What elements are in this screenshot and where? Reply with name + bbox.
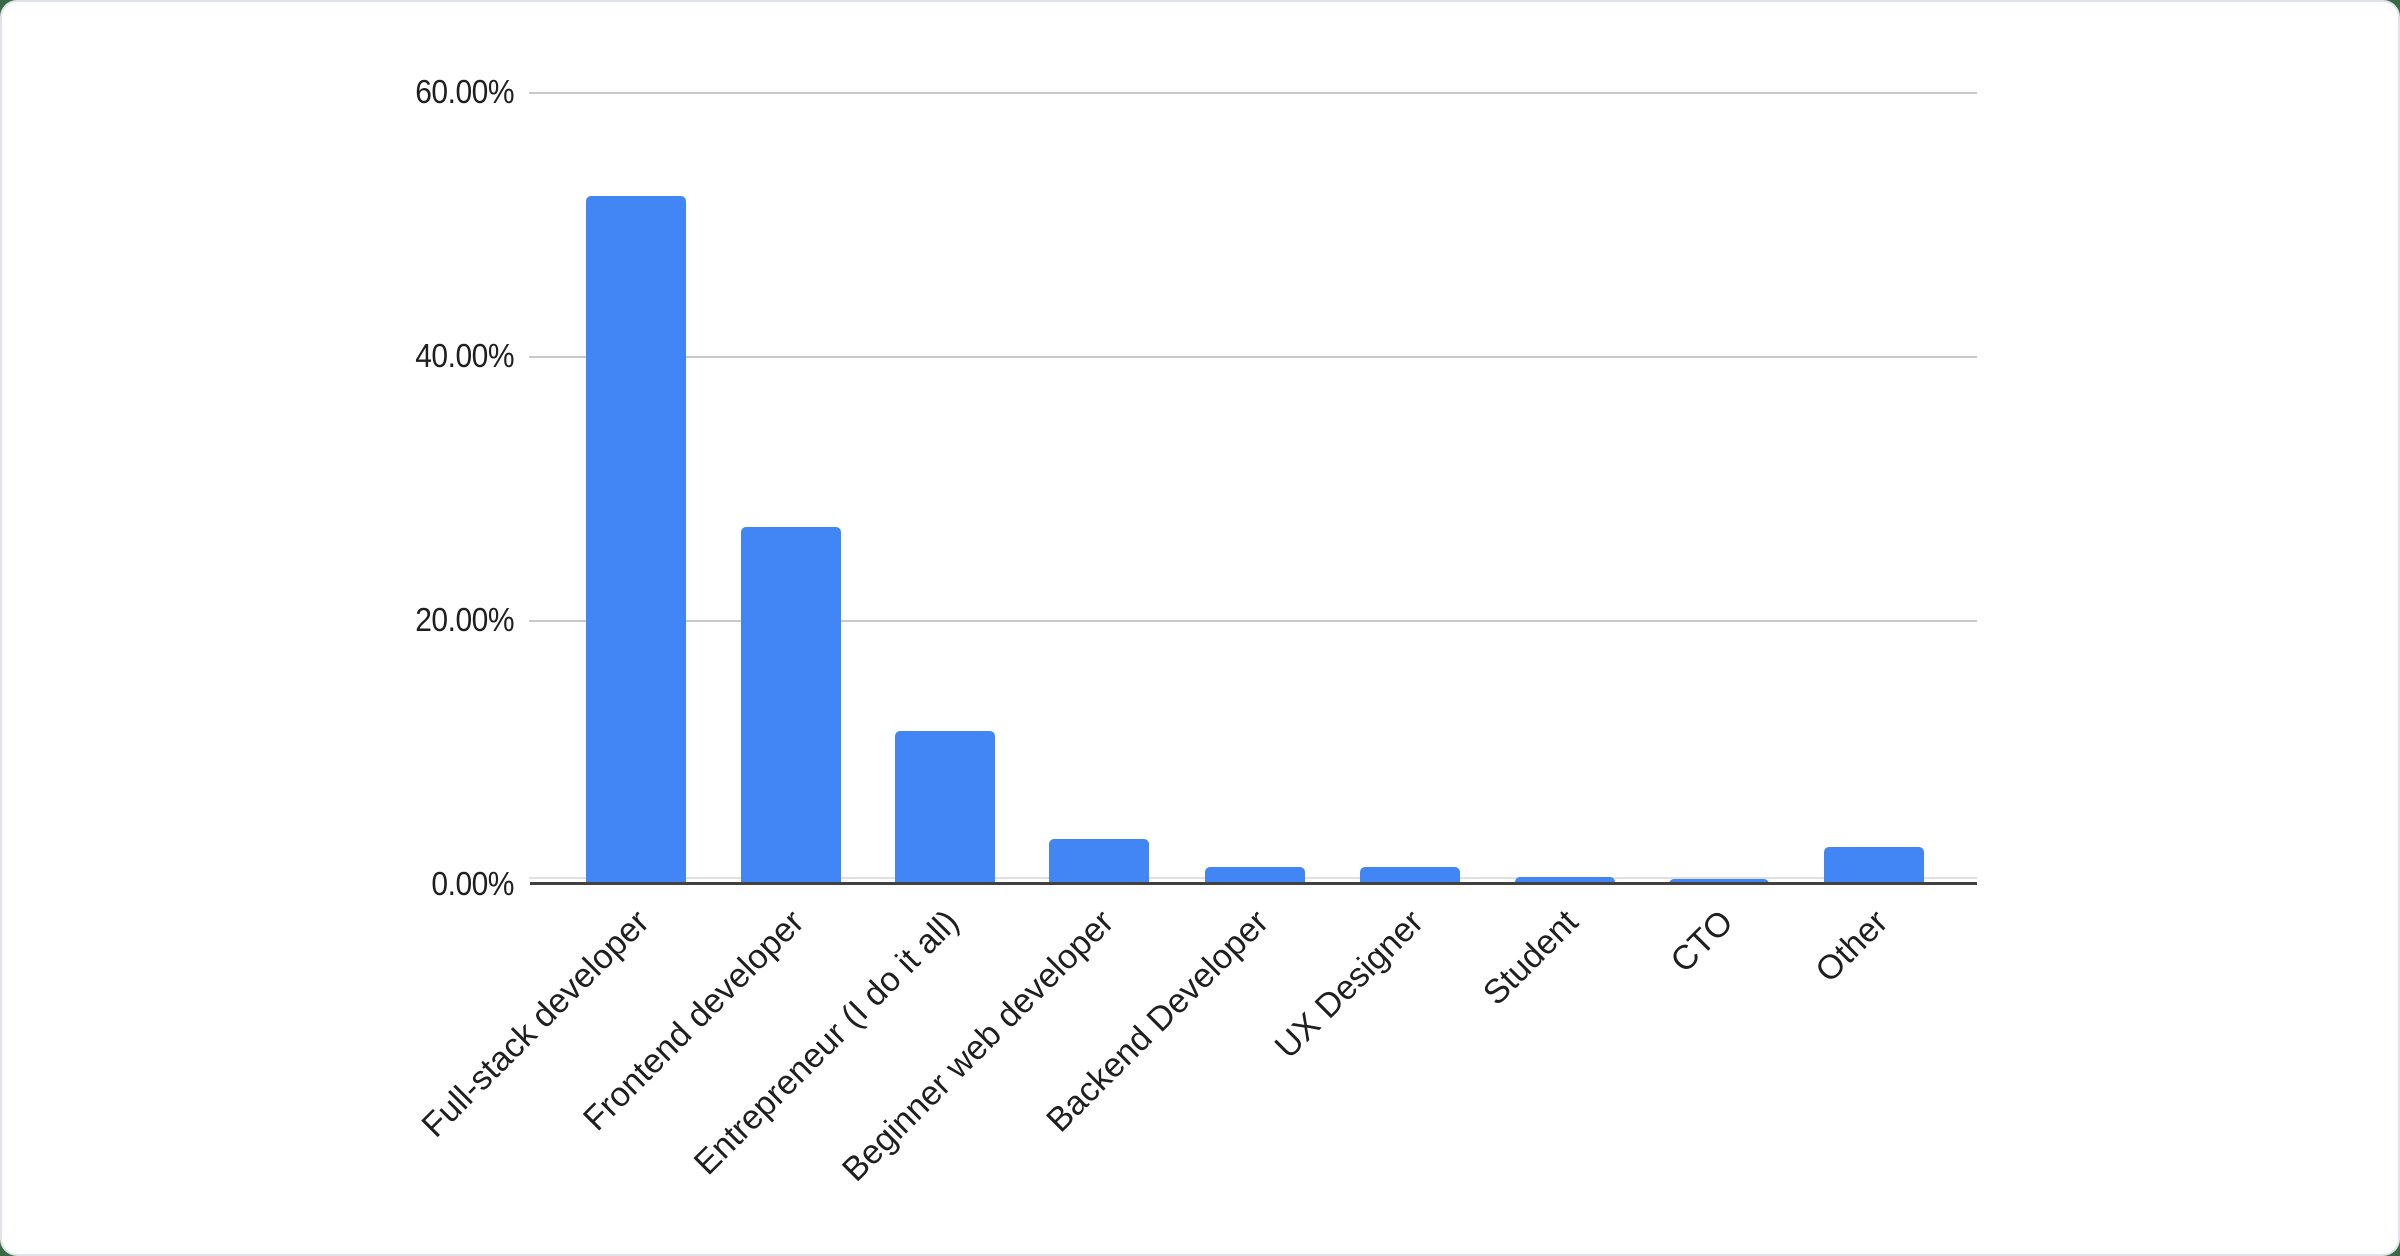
svg-text:Beginner web developer: Beginner web developer	[835, 903, 1121, 1189]
svg-text:UX Designer: UX Designer	[1268, 903, 1431, 1066]
svg-text:Other: Other	[1808, 903, 1895, 990]
svg-text:Entrepreneur (I do it all): Entrepreneur (I do it all)	[687, 903, 966, 1182]
svg-text:CTO: CTO	[1663, 903, 1740, 980]
svg-text:Student: Student	[1476, 902, 1586, 1012]
